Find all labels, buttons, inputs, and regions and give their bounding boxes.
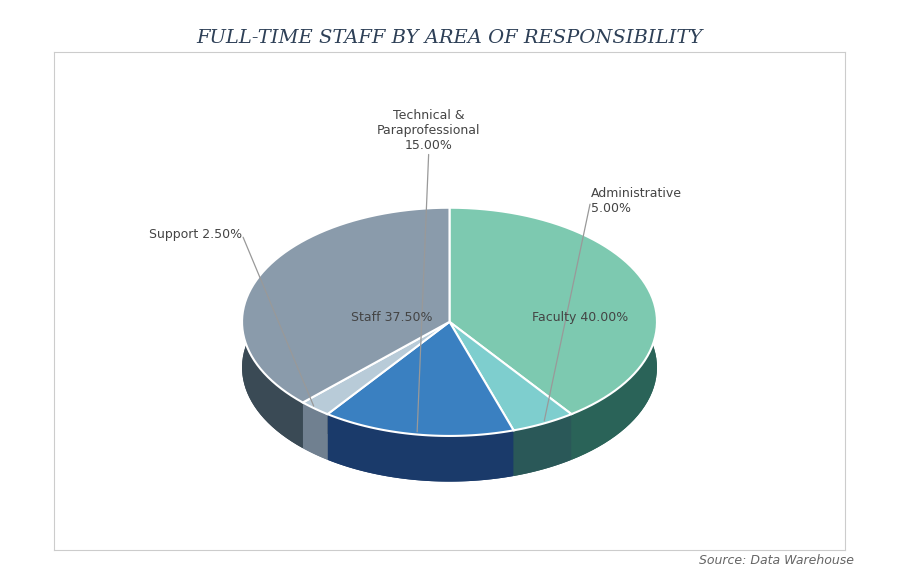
Text: Faculty 40.00%: Faculty 40.00%	[532, 311, 628, 324]
Text: Source: Data Warehouse: Source: Data Warehouse	[699, 555, 854, 567]
Text: Staff 37.50%: Staff 37.50%	[351, 311, 432, 324]
Polygon shape	[303, 368, 450, 460]
Text: Support 2.50%: Support 2.50%	[149, 228, 242, 241]
Polygon shape	[303, 322, 450, 414]
Polygon shape	[327, 414, 513, 482]
Polygon shape	[450, 322, 572, 430]
Polygon shape	[327, 322, 513, 436]
Polygon shape	[303, 402, 327, 460]
Text: Administrative
5.00%: Administrative 5.00%	[591, 188, 681, 215]
Polygon shape	[450, 368, 572, 476]
Polygon shape	[242, 208, 450, 402]
Polygon shape	[450, 208, 657, 460]
Text: Technical &
Paraprofessional
15.00%: Technical & Paraprofessional 15.00%	[377, 109, 480, 152]
Polygon shape	[513, 414, 572, 476]
Text: FULL-TIME STAFF BY AREA OF RESPONSIBILITY: FULL-TIME STAFF BY AREA OF RESPONSIBILIT…	[196, 29, 703, 47]
Polygon shape	[242, 254, 450, 448]
Polygon shape	[327, 368, 513, 482]
Polygon shape	[242, 208, 450, 448]
Polygon shape	[450, 208, 657, 414]
Polygon shape	[450, 254, 657, 460]
